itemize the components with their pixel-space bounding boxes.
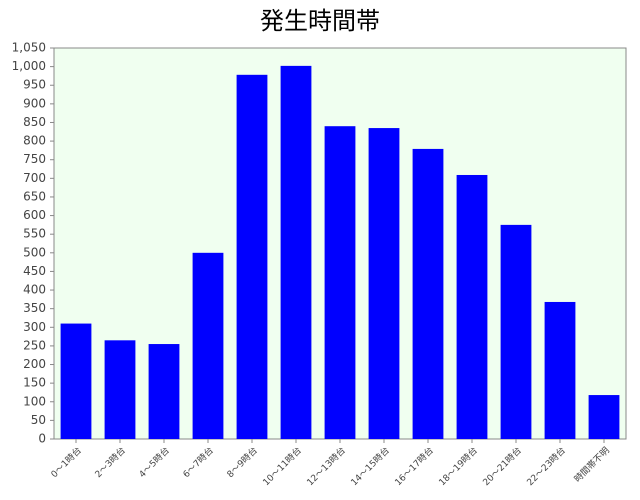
y-tick-label: 500 [23, 245, 46, 259]
y-tick-label: 200 [23, 357, 46, 371]
y-tick-label: 550 [23, 227, 46, 241]
y-tick-label: 950 [23, 78, 46, 92]
y-tick-label: 850 [23, 115, 46, 129]
bar [324, 126, 356, 439]
x-tick-label: 16〜17時台 [392, 444, 436, 488]
y-tick-label: 150 [23, 376, 46, 390]
bar [368, 128, 400, 440]
y-tick-label: 700 [23, 171, 46, 185]
bar [544, 301, 576, 439]
x-tick-label: 14〜15時台 [348, 444, 392, 488]
y-tick-label: 750 [23, 152, 46, 166]
y-tick-label: 650 [23, 189, 46, 203]
bar [104, 340, 136, 439]
bar [588, 395, 620, 439]
y-tick-label: 350 [23, 301, 46, 315]
y-tick-label: 50 [31, 413, 46, 427]
bar [148, 344, 180, 439]
chart-title: 発生時間帯 [260, 7, 380, 35]
bar [500, 224, 532, 439]
x-tick-label: 8〜9時台 [224, 444, 260, 480]
bar [192, 252, 224, 439]
y-tick-label: 400 [23, 283, 46, 297]
x-tick-label: 2〜3時台 [92, 444, 128, 480]
x-tick-label: 4〜5時台 [136, 444, 172, 480]
x-tick-label: 10〜11時台 [260, 444, 304, 488]
bar [412, 148, 444, 440]
y-tick-label: 100 [23, 394, 46, 408]
x-tick-label: 18〜19時台 [436, 444, 480, 488]
y-tick-label: 450 [23, 264, 46, 278]
x-tick-label: 0〜1時台 [48, 444, 84, 480]
y-tick-label: 600 [23, 208, 46, 222]
x-tick-label: 6〜7時台 [180, 444, 216, 480]
y-tick-label: 900 [23, 96, 46, 110]
bar [280, 65, 312, 440]
y-tick-label: 250 [23, 338, 46, 352]
x-tick-label: 時間帯不明 [572, 444, 612, 484]
y-tick-label: 300 [23, 320, 46, 334]
x-tick-label: 22〜23時台 [524, 444, 568, 488]
y-tick-label: 800 [23, 134, 46, 148]
x-tick-label: 12〜13時台 [304, 444, 348, 488]
y-tick-label: 0 [38, 432, 46, 446]
bar [60, 323, 92, 439]
x-tick-label: 20〜21時台 [480, 444, 524, 488]
y-tick-label: 1,000 [12, 59, 46, 73]
y-tick-label: 1,050 [12, 41, 46, 55]
bar [456, 174, 488, 439]
bar [236, 74, 268, 439]
